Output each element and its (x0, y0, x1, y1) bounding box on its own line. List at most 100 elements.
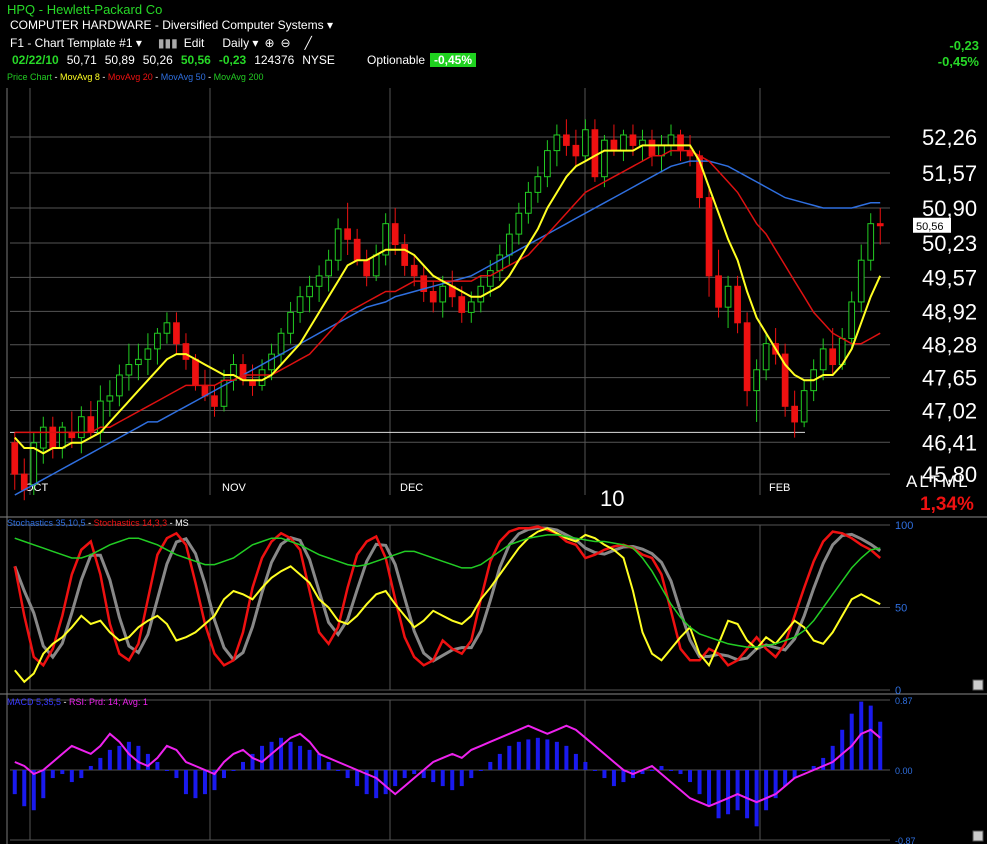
candle-body (372, 254, 380, 277)
macd-bar (497, 753, 502, 770)
stoch-series-1 (14, 527, 881, 684)
candle-body (268, 353, 275, 371)
candle-body (334, 228, 342, 261)
y-tick-label: 47,02 (922, 398, 977, 423)
macd-bar (374, 770, 379, 799)
legend-macd: MACD 5,35,5 (7, 697, 62, 707)
candle-body (819, 348, 827, 371)
template-dropdown[interactable]: F1 - Chart Template #1 ▾ (10, 36, 142, 50)
candle-body (876, 223, 884, 227)
macd-bar (602, 770, 607, 779)
macd-bar (79, 770, 84, 779)
macd-bar (745, 770, 750, 819)
macd-bar (221, 770, 226, 779)
candle-body (601, 139, 608, 178)
macd-bar (126, 741, 131, 770)
x-tick-label: DEC (400, 482, 423, 494)
y-tick-label: 51,57 (922, 161, 977, 186)
candle-body (144, 348, 152, 360)
y-tick-label: 48,92 (922, 299, 977, 324)
candle-body (762, 343, 770, 371)
macd-bar (583, 761, 588, 770)
macd-bar (459, 770, 464, 787)
macd-bar (783, 770, 788, 787)
x-tick-label: NOV (222, 482, 247, 494)
quote-exchange: NYSE (302, 53, 335, 67)
macd-bar (145, 753, 150, 770)
candle-body (496, 254, 504, 272)
draw-tool-icon[interactable]: ╱ (304, 36, 312, 50)
candle-body (591, 129, 599, 178)
macd-bar (317, 753, 322, 770)
macd-bar (526, 739, 531, 770)
candle-body (239, 364, 247, 381)
macd-bar (564, 745, 569, 770)
stoch-gray-line (13, 526, 882, 663)
macd-bar (269, 741, 274, 770)
quote-volume: 124376 (254, 53, 295, 67)
toolbar: F1 - Chart Template #1 ▾ ▮▮▮ Edit Daily … (10, 36, 312, 50)
macd-bar (250, 753, 255, 770)
macd-bar (231, 770, 236, 771)
macd-bar (412, 770, 417, 775)
macd-bar (421, 770, 426, 779)
candle-body (106, 395, 114, 402)
right-change-pct: -0,45% (937, 54, 979, 69)
macd-bar (107, 749, 112, 770)
macd-bar (507, 745, 512, 770)
edit-button[interactable]: Edit (183, 36, 205, 50)
macd-bar (478, 770, 483, 771)
chevron-down-icon: ▾ (326, 18, 333, 32)
candle-body (734, 285, 741, 324)
industry-label[interactable]: COMPUTER HARDWARE - Diversified Computer… (10, 18, 333, 32)
macd-bar (355, 770, 360, 787)
legend-ma50: MovAvg 50 (160, 72, 206, 82)
macd-bar (364, 770, 369, 795)
candle-body (277, 332, 285, 355)
candle-body (857, 259, 865, 303)
macd-bar (592, 770, 597, 771)
candle-body (353, 238, 361, 261)
y-tick-label: 49,57 (922, 265, 977, 290)
legend-ms: MS (175, 518, 189, 528)
stoch-legend: Stochastics 35,10,5 - Stochastics 14,3,3… (7, 518, 189, 528)
period-dropdown[interactable]: Daily ▾ (222, 36, 258, 50)
maximize-button[interactable] (972, 830, 984, 842)
candle-body (563, 134, 570, 146)
macd-bar (697, 770, 702, 795)
candle-body (382, 223, 390, 256)
symbol-title[interactable]: HPQ - Hewlett-Packard Co (7, 2, 163, 17)
maximize-button[interactable] (972, 679, 984, 691)
zoom-in-icon[interactable]: ⊕ (264, 36, 275, 50)
y-tick-label: 48,28 (922, 333, 977, 358)
rsi-line (14, 724, 881, 808)
candle-body (306, 285, 313, 298)
macd-bar (611, 770, 616, 787)
candle-body (505, 233, 513, 256)
macd-bar (821, 757, 826, 770)
optionable-label: Optionable (367, 53, 426, 67)
period-label: Daily (222, 36, 250, 50)
candle-body (848, 301, 856, 339)
right-change: -0,23 -0,45% (938, 38, 979, 70)
macd-bar (193, 770, 198, 799)
candle-body (154, 332, 161, 350)
candle-body (800, 390, 808, 423)
macd-bar (688, 770, 693, 783)
candle-body (629, 134, 637, 146)
macd-bar (450, 770, 455, 791)
macd-bar (174, 770, 179, 779)
candle-body (867, 223, 875, 261)
candle-body (325, 259, 332, 277)
candle-body (39, 426, 47, 449)
candle-body (724, 285, 732, 308)
candle-body (467, 301, 475, 313)
candle-body (781, 353, 789, 407)
macd-bar (298, 745, 303, 770)
zoom-out-icon[interactable]: ⊖ (280, 36, 291, 50)
template-label: F1 - Chart Template #1 (10, 36, 133, 50)
stoch-series-0 (13, 525, 882, 668)
candle-body (173, 322, 180, 345)
candle-body (429, 291, 437, 303)
